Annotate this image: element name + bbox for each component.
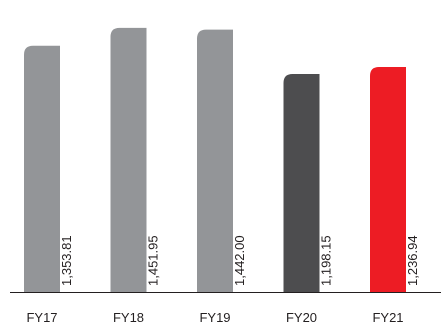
tick-label-fy20: FY20 <box>286 310 317 325</box>
value-label-fy21: 1,236.94 <box>405 235 420 286</box>
value-labels-group: 1,353.81 1,451.95 1,442.00 1,198.15 1,236.94 <box>59 235 420 286</box>
value-label-fy19: 1,442.00 <box>232 235 247 286</box>
bars-group <box>24 27 406 292</box>
tick-label-fy18: FY18 <box>113 310 144 325</box>
bar-fy20 <box>283 74 320 292</box>
tick-label-fy19: FY19 <box>199 310 230 325</box>
tick-label-fy21: FY21 <box>372 310 403 325</box>
bar-fy21 <box>370 66 406 292</box>
bar-fy19 <box>197 29 233 292</box>
value-label-fy18: 1,451.95 <box>146 235 161 286</box>
value-label-fy17: 1,353.81 <box>59 235 74 286</box>
bar-fy18 <box>110 27 147 292</box>
bar-fy17 <box>24 45 60 292</box>
tick-label-fy17: FY17 <box>26 310 57 325</box>
x-axis-tick-labels: FY17 FY18 FY19 FY20 FY21 <box>26 310 403 325</box>
value-label-fy20: 1,198.15 <box>319 235 334 286</box>
